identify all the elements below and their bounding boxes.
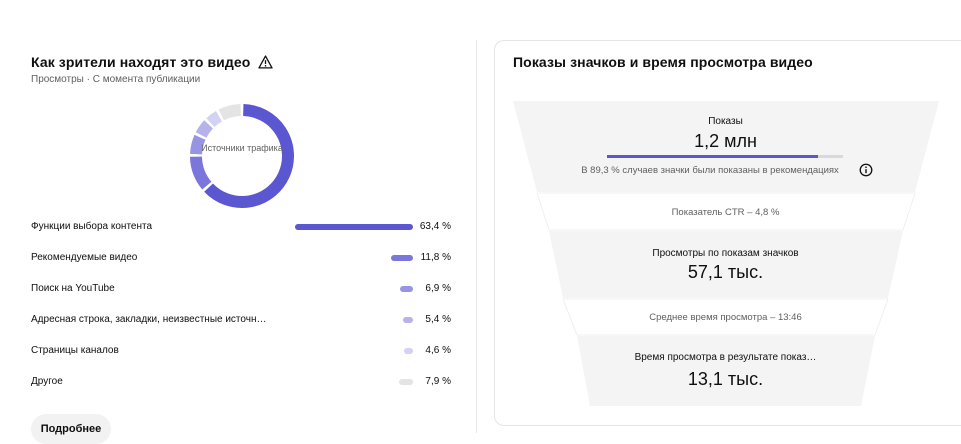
traffic-source-bar bbox=[403, 317, 413, 323]
traffic-sources-panel: Как зрители находят это видео Просмотры … bbox=[0, 0, 478, 444]
traffic-source-value: 6,9 % bbox=[425, 283, 451, 294]
info-icon[interactable] bbox=[859, 163, 873, 177]
views-label: Просмотры по показам значков bbox=[652, 248, 799, 259]
recommend-share-fill bbox=[607, 155, 818, 158]
views-value: 57,1 тыс. bbox=[687, 262, 764, 282]
donut-center-label: Источники трафика bbox=[201, 143, 283, 153]
recommend-note: В 89,3 % случаев значки были показаны в … bbox=[581, 165, 839, 176]
avg-time-text: Среднее время просмотра – 13:46 bbox=[649, 312, 802, 323]
traffic-source-row[interactable]: Рекомендуемые видео 11,8 % bbox=[31, 250, 456, 268]
traffic-sources-subtitle: Просмотры · С момента публикации bbox=[31, 74, 201, 85]
more-details-button[interactable]: Подробнее bbox=[31, 414, 111, 444]
donut-segment bbox=[206, 110, 223, 128]
traffic-source-value: 7,9 % bbox=[425, 376, 451, 387]
traffic-source-name: Функции выбора контента bbox=[31, 221, 153, 232]
donut-segment bbox=[218, 104, 242, 121]
traffic-source-row[interactable]: Другое 7,9 % bbox=[31, 374, 456, 392]
impressions-card bbox=[494, 40, 961, 426]
traffic-source-row[interactable]: Поиск на YouTube 6,9 % bbox=[31, 281, 456, 299]
recommend-share-bar bbox=[607, 155, 843, 158]
traffic-source-row[interactable]: Адресная строка, закладки, неизвестные и… bbox=[31, 312, 456, 330]
traffic-source-value: 63,4 % bbox=[419, 221, 451, 232]
watch-time-value: 13,1 тыс. bbox=[687, 369, 764, 389]
warning-triangle-icon[interactable] bbox=[258, 55, 274, 69]
traffic-source-value: 5,4 % bbox=[425, 314, 451, 325]
traffic-source-bar bbox=[404, 348, 413, 354]
traffic-sources-donut: Источники трафика bbox=[186, 100, 298, 212]
ctr-text: Показатель CTR – 4,8 % bbox=[671, 207, 780, 218]
donut-segment bbox=[195, 120, 214, 138]
traffic-source-bar bbox=[295, 224, 413, 230]
traffic-source-row[interactable]: Страницы каналов 4,6 % bbox=[31, 343, 456, 361]
donut-segment bbox=[204, 104, 294, 208]
traffic-source-value: 11,8 % bbox=[420, 252, 451, 263]
traffic-source-value: 4,6 % bbox=[425, 345, 451, 356]
impressions-label: Показы bbox=[708, 116, 743, 127]
donut-segment bbox=[190, 134, 206, 155]
impressions-value: 1,2 млн bbox=[694, 131, 757, 151]
traffic-sources-title: Как зрители находят это видео bbox=[31, 54, 251, 70]
traffic-source-bar bbox=[391, 255, 413, 261]
donut-segment bbox=[190, 156, 212, 190]
traffic-source-name: Другое bbox=[31, 376, 63, 387]
traffic-source-name: Страницы каналов bbox=[31, 345, 119, 356]
traffic-source-name: Поиск на YouTube bbox=[31, 283, 115, 294]
watch-time-label: Время просмотра в результате показ… bbox=[634, 352, 817, 363]
impressions-title: Показы значков и время просмотра видео bbox=[513, 54, 813, 70]
traffic-source-name: Адресная строка, закладки, неизвестные и… bbox=[31, 314, 267, 325]
traffic-source-name: Рекомендуемые видео bbox=[31, 252, 138, 263]
traffic-sources-title-row: Как зрители находят это видео bbox=[31, 54, 274, 70]
panel-divider bbox=[476, 40, 477, 433]
traffic-source-bar bbox=[399, 379, 413, 385]
traffic-source-bar bbox=[400, 286, 413, 292]
traffic-source-row[interactable]: Функции выбора контента 63,4 % bbox=[31, 219, 456, 237]
